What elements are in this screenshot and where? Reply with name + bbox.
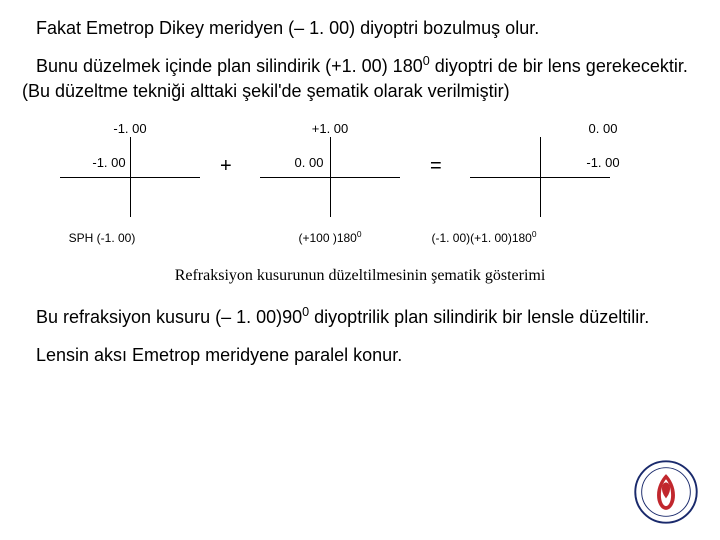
cross-1-bottom: SPH (-1. 00) xyxy=(69,231,136,245)
lens-diagram: -1. 00 -1. 00 SPH (-1. 00) + +1. 00 0. 0… xyxy=(30,117,690,257)
paragraph-4: Lensin aksı Emetrop meridyene paralel ko… xyxy=(22,343,698,367)
university-logo-icon xyxy=(634,460,698,524)
cross-3-v xyxy=(540,137,541,217)
cross-1-v xyxy=(130,137,131,217)
cross-2-bottom: (+100 )1800 xyxy=(298,231,361,245)
cross-2-bottom-sup: 0 xyxy=(357,229,362,239)
p3-text-a: Bu refraksiyon kusuru (– 1. 00)90 xyxy=(36,307,302,327)
p2-text-a: Bunu düzelmek içinde plan silindirik (+1… xyxy=(36,56,423,76)
paragraph-3: Bu refraksiyon kusuru (– 1. 00)900 diyop… xyxy=(22,305,698,329)
op-plus: + xyxy=(220,155,232,178)
op-eq: = xyxy=(430,155,442,178)
cross-3-top: 0. 00 xyxy=(589,121,618,136)
cross-1-top: -1. 00 xyxy=(113,121,146,136)
cross-3-bottom: (-1. 00)(+1. 00)1800 xyxy=(431,231,536,245)
paragraph-2: Bunu düzelmek içinde plan silindirik (+1… xyxy=(22,54,698,103)
cross-2-v xyxy=(330,137,331,217)
cross-2-bottom-text: (+100 )180 xyxy=(298,231,356,245)
cross-1-bottom-text: SPH (-1. 00) xyxy=(69,231,136,245)
diagram-caption: Refraksiyon kusurunun düzeltilmesinin şe… xyxy=(22,267,698,285)
cross-2: +1. 00 0. 00 (+100 )1800 xyxy=(260,137,400,217)
p3-text-b: diyoptrilik plan silindirik bir lensle d… xyxy=(309,307,649,327)
cross-2-top: +1. 00 xyxy=(312,121,349,136)
cross-3: 0. 00 -1. 00 (-1. 00)(+1. 00)1800 xyxy=(470,137,610,217)
p2-sup: 0 xyxy=(423,54,430,68)
paragraph-1: Fakat Emetrop Dikey meridyen (– 1. 00) d… xyxy=(22,16,698,40)
cross-1: -1. 00 -1. 00 SPH (-1. 00) xyxy=(60,137,200,217)
cross-1-mid: -1. 00 xyxy=(90,155,127,170)
cross-2-mid: 0. 00 xyxy=(293,155,326,170)
cross-3-bottom-sup: 0 xyxy=(532,229,537,239)
cross-3-mid: -1. 00 xyxy=(584,155,621,170)
cross-3-bottom-text: (-1. 00)(+1. 00)180 xyxy=(431,231,531,245)
